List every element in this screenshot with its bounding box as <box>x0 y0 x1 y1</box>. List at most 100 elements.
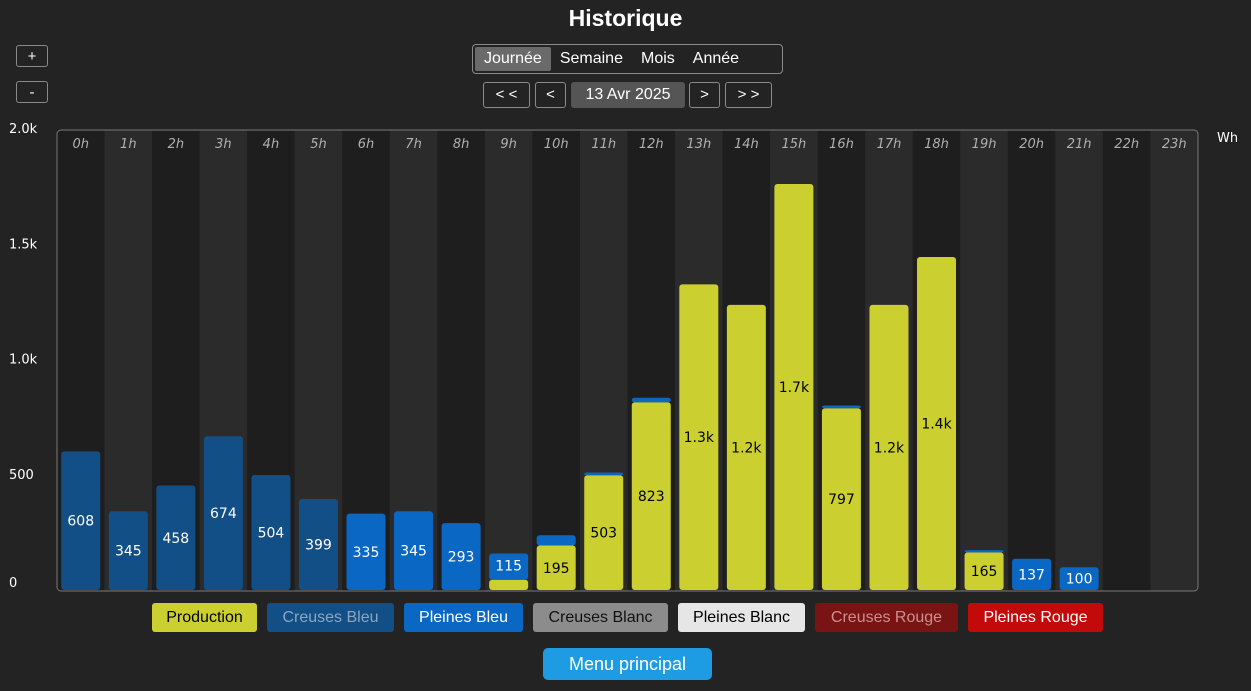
hour-label: 6h <box>358 137 375 152</box>
bar-pleines-bleu <box>1012 558 1052 590</box>
bar-pleines-bleu <box>821 405 861 409</box>
y-tick-label: 1.5k <box>9 237 38 252</box>
column-band <box>437 130 485 591</box>
bar-production <box>774 184 814 590</box>
bar-value-label: 115 <box>495 559 522 575</box>
bar-value-label: 345 <box>115 544 142 560</box>
bar-value-label: 1.7k <box>779 380 810 396</box>
hour-label: 7h <box>405 137 422 152</box>
bar-pleines-bleu <box>631 397 671 403</box>
bar-value-label: 1.3k <box>684 430 715 446</box>
column-band <box>1102 130 1151 591</box>
hour-label: 21h <box>1067 137 1092 152</box>
bar-production <box>489 579 529 590</box>
column-band <box>532 130 580 591</box>
bar-value-label: 345 <box>400 544 427 560</box>
hour-label: 18h <box>924 137 949 152</box>
hour-label: 4h <box>263 137 280 152</box>
bar-production <box>726 304 766 590</box>
bar-value-label: 823 <box>638 489 665 505</box>
hour-label: 17h <box>877 137 902 152</box>
next-period-button[interactable]: > <box>689 82 720 108</box>
tab-month[interactable]: Mois <box>640 50 675 67</box>
bar-creuses-bleu <box>61 451 101 590</box>
bar-production <box>964 552 1004 590</box>
bar-production <box>917 256 957 590</box>
bar-pleines-bleu <box>394 511 434 590</box>
bar-value-label: 137 <box>1018 567 1045 583</box>
bar-value-label: 503 <box>590 526 617 542</box>
column-band <box>960 130 1008 591</box>
bar-production <box>631 402 671 590</box>
hour-label: 5h <box>310 137 327 152</box>
hour-label: 23h <box>1162 137 1187 152</box>
last-period-button[interactable]: > > <box>725 82 772 108</box>
bar-pleines-bleu <box>584 472 624 476</box>
zoom-in-button[interactable]: + <box>16 45 48 67</box>
first-period-button[interactable]: < < <box>483 82 530 108</box>
main-menu-button[interactable]: Menu principal <box>543 648 712 680</box>
bar-production <box>536 545 576 590</box>
legend-pleines-rouge[interactable]: Pleines Rouge <box>968 603 1103 632</box>
bar-value-label: 399 <box>305 537 332 553</box>
column-band <box>484 130 533 591</box>
bar-creuses-bleu <box>203 436 243 590</box>
hour-label: 10h <box>544 137 569 152</box>
column-band <box>1007 130 1056 591</box>
bar-pleines-bleu <box>441 523 481 590</box>
hour-label: 12h <box>639 137 664 152</box>
hour-label: 0h <box>73 137 90 152</box>
y-tick-label: 2.0k <box>9 122 38 137</box>
bar-value-label: 1.4k <box>921 416 952 432</box>
bar-value-label: 458 <box>162 531 189 547</box>
bar-value-label: 293 <box>448 550 475 566</box>
bar-value-label: 608 <box>67 514 94 530</box>
legend-pleines-blanc[interactable]: Pleines Blanc <box>678 603 805 632</box>
legend-creuses-rouge[interactable]: Creuses Rouge <box>815 603 958 632</box>
page-title: Historique <box>568 5 683 31</box>
legend-creuses-bleu[interactable]: Creuses Bleu <box>267 603 394 632</box>
hour-label: 3h <box>215 137 232 152</box>
bar-creuses-bleu <box>298 498 338 590</box>
bar-value-label: 165 <box>971 564 998 580</box>
history-chart: 0h 1h 2h 3h 4h 5h 6h 7h 8h 9h 10h 11h 12h 13h 14h 15h 16… <box>9 122 1238 592</box>
hour-label: 19h <box>972 137 997 152</box>
bar-value-label: 797 <box>828 492 855 508</box>
bar-creuses-bleu <box>108 511 148 590</box>
hour-label: 22h <box>1114 137 1139 152</box>
column-band <box>1150 130 1198 591</box>
hour-label: 11h <box>591 137 616 152</box>
legend-pleines-bleu[interactable]: Pleines Bleu <box>404 603 523 632</box>
hour-label: 13h <box>686 137 711 152</box>
hour-label: 15h <box>782 137 807 152</box>
unit-label: Wh <box>1217 131 1238 146</box>
hour-label: 20h <box>1019 137 1044 152</box>
bar-value-label: 100 <box>1066 572 1093 588</box>
y-tick-label: 0 <box>9 576 17 591</box>
legend-production[interactable]: Production <box>152 603 257 632</box>
plot-frame <box>56 129 1199 592</box>
bar-pleines-bleu <box>1059 567 1099 590</box>
bar-value-label: 504 <box>258 526 285 542</box>
bar-creuses-bleu <box>251 475 291 590</box>
bar-creuses-bleu <box>156 485 196 590</box>
bar-production <box>821 408 861 590</box>
legend-creuses-blanc[interactable]: Creuses Blanc <box>533 603 668 632</box>
bar-pleines-bleu <box>964 550 1004 553</box>
zoom-out-button[interactable]: - <box>16 81 48 103</box>
y-tick-label: 500 <box>9 468 34 483</box>
column-band <box>1055 130 1103 591</box>
tab-week[interactable]: Semaine <box>559 50 623 67</box>
current-date: 13 Avr 2025 <box>571 82 685 108</box>
bar-value-label: 195 <box>543 561 570 577</box>
period-selector: Journée Semaine Mois Année <box>472 44 783 74</box>
previous-period-button[interactable]: < <box>535 82 566 108</box>
bar-pleines-bleu <box>346 513 386 590</box>
bar-value-label: 1.2k <box>731 440 762 456</box>
bar-pleines-bleu <box>536 535 576 546</box>
hour-label: 14h <box>734 137 759 152</box>
hour-label: 1h <box>120 137 137 152</box>
tab-day[interactable]: Journée <box>475 47 551 71</box>
hour-label: 8h <box>453 137 470 152</box>
tab-year[interactable]: Année <box>692 50 740 67</box>
